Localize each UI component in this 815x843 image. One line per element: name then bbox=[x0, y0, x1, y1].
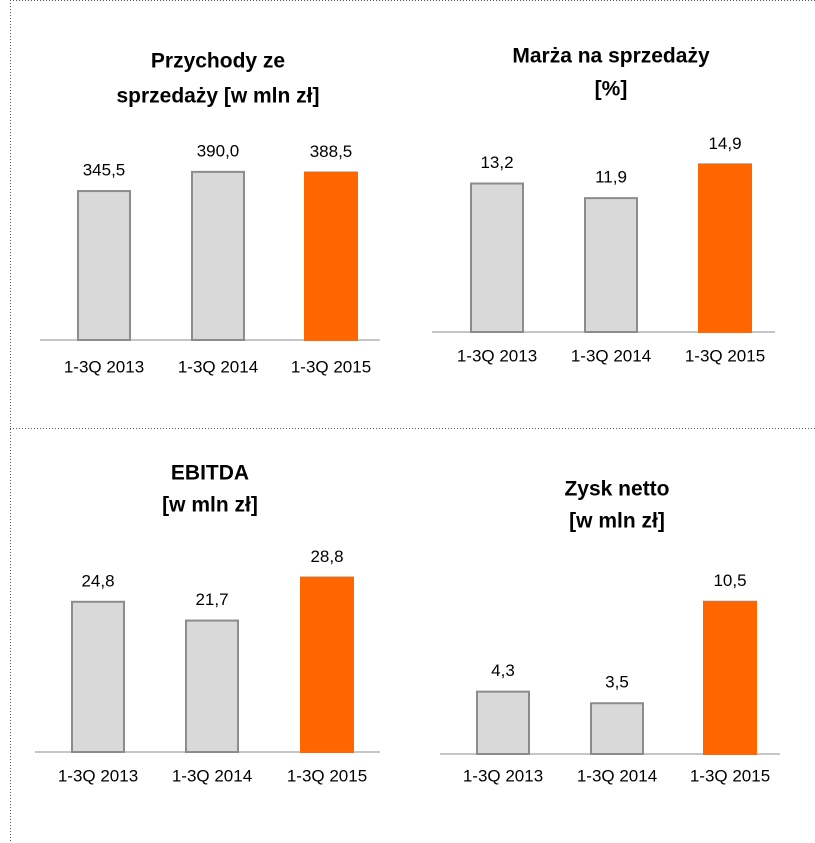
x-tick-label: 1-3Q 2013 bbox=[457, 346, 537, 365]
x-tick-label: 1-3Q 2015 bbox=[287, 766, 367, 785]
data-label: 11,9 bbox=[595, 168, 627, 187]
x-tick-label: 1-3Q 2013 bbox=[64, 357, 144, 376]
bar bbox=[71, 600, 125, 753]
x-tick-label: 1-3Q 2013 bbox=[463, 766, 543, 785]
bar bbox=[77, 190, 131, 341]
bar bbox=[476, 690, 530, 756]
bar bbox=[300, 576, 354, 753]
x-tick-label: 1-3Q 2013 bbox=[58, 766, 138, 785]
data-label: 14,9 bbox=[708, 134, 741, 153]
x-tick-label: 1-3Q 2014 bbox=[172, 766, 252, 785]
data-label: 3,5 bbox=[605, 673, 629, 692]
data-label: 4,3 bbox=[491, 661, 515, 680]
bar bbox=[703, 600, 757, 755]
chart-title: Marża na sprzedaży bbox=[512, 45, 710, 68]
x-tick-label: 1-3Q 2015 bbox=[690, 766, 770, 785]
chart-title: EBITDA bbox=[171, 462, 249, 485]
x-tick-label: 1-3Q 2014 bbox=[178, 357, 258, 376]
chart-title: [w mln zł] bbox=[569, 510, 665, 533]
data-label: 388,5 bbox=[310, 142, 353, 161]
x-tick-label: 1-3Q 2014 bbox=[577, 766, 657, 785]
bar bbox=[304, 171, 358, 341]
bar bbox=[698, 163, 752, 333]
chart-title: Zysk netto bbox=[564, 478, 669, 501]
data-label: 345,5 bbox=[83, 161, 126, 180]
chart-title: [%] bbox=[595, 78, 628, 101]
chart-title: [w mln zł] bbox=[162, 494, 258, 517]
bar bbox=[590, 702, 644, 755]
data-label: 28,8 bbox=[310, 547, 343, 566]
x-tick-label: 1-3Q 2015 bbox=[291, 357, 371, 376]
bar bbox=[185, 619, 239, 753]
data-label: 10,5 bbox=[713, 571, 746, 590]
data-label: 21,7 bbox=[195, 590, 228, 609]
data-label: 390,0 bbox=[197, 141, 240, 160]
data-label: 24,8 bbox=[81, 571, 114, 590]
chart-title: sprzedaży [w mln zł] bbox=[116, 85, 319, 108]
bar bbox=[470, 182, 524, 333]
x-tick-label: 1-3Q 2014 bbox=[571, 346, 651, 365]
bar bbox=[191, 170, 245, 341]
data-label: 13,2 bbox=[480, 153, 513, 172]
bar bbox=[584, 197, 638, 333]
x-tick-label: 1-3Q 2015 bbox=[685, 346, 765, 365]
chart-title: Przychody ze bbox=[151, 50, 285, 73]
